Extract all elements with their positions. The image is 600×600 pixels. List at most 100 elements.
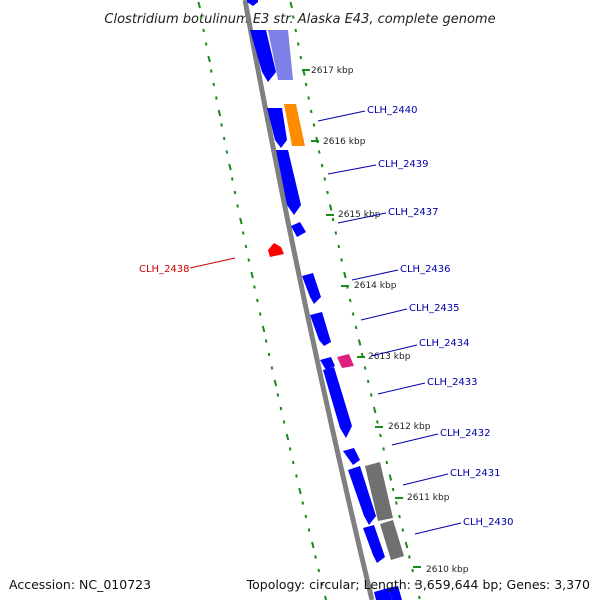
tick-dash xyxy=(222,136,226,141)
tick-dash xyxy=(351,312,355,316)
tick-dash xyxy=(239,217,243,225)
cds-feature-2 xyxy=(267,108,287,148)
tick-dash xyxy=(299,55,303,60)
tick-dash xyxy=(309,109,313,114)
tick-dash xyxy=(273,379,278,387)
right-tick-strip xyxy=(289,1,421,600)
gene-leader-lines xyxy=(189,110,462,535)
tick-dash xyxy=(391,487,395,492)
cds-feature-orange xyxy=(284,104,305,146)
gene-label-CLH_2440: CLH_2440 xyxy=(367,105,418,116)
tick-dash xyxy=(307,96,310,100)
topology-text: Topology: circular; Length: 3,659,644 bp… xyxy=(246,577,590,592)
position-ticks: 2617 kbp 2616 kbp 2615 kbp 2614 kbp 2613… xyxy=(302,66,469,575)
tick-dash xyxy=(304,82,308,87)
tick-dash xyxy=(314,555,317,559)
cds-feature-7b xyxy=(323,367,352,438)
gene-label-CLH_2439: CLH_2439 xyxy=(378,159,429,170)
tick-dash xyxy=(217,109,222,117)
tick-dash xyxy=(209,69,213,73)
tick-dash xyxy=(301,501,305,505)
tick-dash xyxy=(291,460,295,465)
tick-dash xyxy=(244,244,248,249)
tick-label-2612: 2612 kbp xyxy=(388,422,431,432)
tick-dash xyxy=(289,1,293,9)
tick-dash xyxy=(276,393,280,397)
cds-feature-1b xyxy=(268,30,293,80)
tick-dash xyxy=(320,163,324,168)
gene-label-CLH_2434: CLH_2434 xyxy=(419,338,470,349)
tick-dash xyxy=(320,582,324,586)
tick-dash xyxy=(220,123,223,127)
tick-label-2610: 2610 kbp xyxy=(426,565,469,575)
tick-dash xyxy=(331,217,335,222)
gene-label-CLH_2431: CLH_2431 xyxy=(450,468,501,479)
tick-dash xyxy=(230,177,234,181)
tick-dash xyxy=(312,123,316,127)
gene-label-CLH_2433: CLH_2433 xyxy=(427,377,478,388)
cds-feature-1a xyxy=(250,30,276,82)
genome-backbone xyxy=(242,0,375,600)
cds-feature-bottom-a xyxy=(374,588,392,600)
tick-label-2611: 2611 kbp xyxy=(407,493,450,503)
tick-dash xyxy=(236,204,239,208)
tick-dash xyxy=(357,339,362,346)
tick-dash xyxy=(199,15,203,19)
red-feature-CLH_2438 xyxy=(268,243,284,257)
cds-feature-7a xyxy=(320,357,335,370)
tick-dash xyxy=(398,514,401,519)
tick-dash xyxy=(376,420,379,424)
tick-dash xyxy=(261,325,266,333)
cds-feature-4 xyxy=(291,222,306,237)
tick-dash xyxy=(298,487,302,495)
tick-dash xyxy=(372,406,377,414)
tick-dash xyxy=(328,204,333,211)
cds-feature-top xyxy=(247,0,258,6)
tick-dash xyxy=(270,366,274,370)
tick-dash xyxy=(267,352,271,357)
tick-dash xyxy=(296,42,300,46)
tick-dash xyxy=(294,28,298,33)
tick-label-2617: 2617 kbp xyxy=(311,66,354,76)
tick-dash xyxy=(215,96,218,100)
tick-dash xyxy=(311,541,315,549)
tick-dash xyxy=(348,298,352,303)
tick-dash xyxy=(382,447,385,451)
tick-dash xyxy=(207,55,211,63)
features xyxy=(247,0,404,600)
cds-feature-9 xyxy=(348,466,376,525)
tick-label-2613: 2613 kbp xyxy=(368,352,411,362)
tick-dash xyxy=(337,244,341,249)
tick-dash xyxy=(295,474,298,478)
tick-dash xyxy=(202,28,205,33)
tick-label-2616: 2616 kbp xyxy=(323,137,366,147)
cds-feature-3 xyxy=(276,150,301,215)
tick-dash xyxy=(388,474,393,481)
tick-dash xyxy=(369,393,373,397)
tick-dash xyxy=(256,298,259,303)
cds-feature-gray-1 xyxy=(365,462,393,521)
gene-label-CLH_2430: CLH_2430 xyxy=(463,517,514,528)
gene-label-CLH_2437: CLH_2437 xyxy=(388,207,439,218)
tick-dash xyxy=(250,271,254,279)
tick-dash xyxy=(241,231,245,235)
tick-dash xyxy=(212,82,216,87)
tick-dash xyxy=(414,582,418,586)
tick-dash xyxy=(228,163,232,171)
tick-dash xyxy=(225,150,229,154)
tick-dash xyxy=(354,325,358,330)
tick-dash xyxy=(291,15,295,19)
tick-dash xyxy=(366,379,370,384)
tick-dash xyxy=(324,595,328,600)
tick-dash xyxy=(253,285,256,289)
tick-dash xyxy=(404,541,409,549)
tick-dash xyxy=(379,433,382,438)
tick-label-2614: 2614 kbp xyxy=(354,281,397,291)
tick-dash xyxy=(233,190,237,195)
left-tick-strip xyxy=(197,1,328,600)
cds-feature-10 xyxy=(363,525,385,563)
tick-dash xyxy=(363,366,367,370)
tick-dash xyxy=(395,501,398,505)
cds-feature-8 xyxy=(343,448,360,465)
